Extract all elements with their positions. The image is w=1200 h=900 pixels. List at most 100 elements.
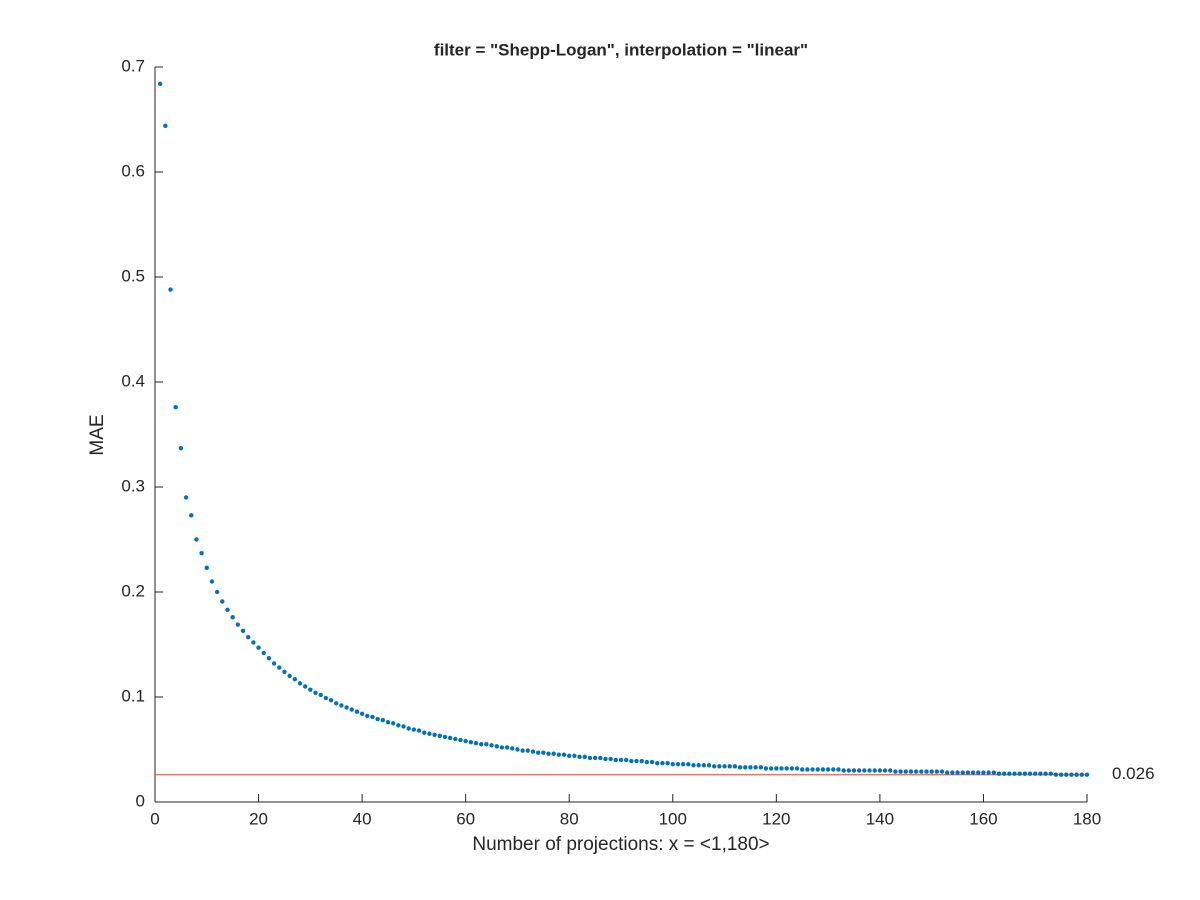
data-point xyxy=(499,745,505,750)
data-point xyxy=(1084,772,1090,777)
data-point xyxy=(271,661,277,666)
data-point xyxy=(800,767,805,772)
data-point xyxy=(256,645,261,650)
data-point xyxy=(365,713,370,719)
y-tick-label: 0.7 xyxy=(121,56,145,75)
y-tick-label: 0.5 xyxy=(121,266,145,285)
data-point xyxy=(1007,771,1012,776)
data-point xyxy=(986,770,991,775)
data-point xyxy=(618,757,624,763)
data-point xyxy=(235,622,241,627)
data-point xyxy=(385,720,391,725)
data-point xyxy=(903,769,908,774)
data-point xyxy=(572,753,577,758)
data-point xyxy=(520,748,525,753)
data-point xyxy=(970,770,976,775)
y-tick-label: 0.3 xyxy=(121,476,145,495)
data-point xyxy=(717,764,722,769)
data-point xyxy=(287,673,292,679)
y-tick-label: 0.6 xyxy=(121,161,145,180)
data-point xyxy=(344,705,349,710)
data-point xyxy=(1027,771,1033,776)
data-point xyxy=(815,767,820,772)
data-point xyxy=(479,742,484,747)
data-point xyxy=(525,748,530,753)
data-point xyxy=(1001,771,1007,776)
data-point xyxy=(556,752,562,757)
data-point xyxy=(334,701,339,706)
data-point xyxy=(515,747,520,752)
y-tick-label: 0.2 xyxy=(121,581,145,600)
y-tick-label: 0.1 xyxy=(121,686,145,705)
data-point xyxy=(965,770,971,775)
data-point xyxy=(623,757,629,763)
data-point xyxy=(251,640,256,645)
data-point xyxy=(318,692,323,698)
data-point xyxy=(831,767,836,772)
data-point xyxy=(214,589,220,595)
data-point xyxy=(867,768,872,773)
data-point xyxy=(453,736,458,742)
data-point xyxy=(313,690,318,695)
data-point xyxy=(996,771,1002,776)
data-point xyxy=(416,728,422,733)
reference-label: 0.026 xyxy=(1112,764,1155,783)
data-point xyxy=(794,766,800,771)
data-point xyxy=(442,734,448,740)
data-point xyxy=(862,768,867,773)
x-tick-label: 0 xyxy=(150,809,159,828)
data-point xyxy=(282,669,287,674)
data-point xyxy=(608,756,613,762)
data-point xyxy=(168,287,173,292)
data-point xyxy=(846,768,852,773)
data-point xyxy=(220,599,225,604)
data-point xyxy=(598,755,603,761)
data-point xyxy=(872,768,877,773)
data-point xyxy=(173,405,178,410)
data-point xyxy=(587,755,593,761)
data-point xyxy=(266,655,272,661)
data-point xyxy=(349,707,354,712)
data-point xyxy=(1012,771,1017,776)
data-point xyxy=(530,749,536,754)
data-point xyxy=(489,743,494,748)
data-point xyxy=(422,730,427,735)
data-point xyxy=(913,769,919,774)
data-point xyxy=(468,739,474,745)
data-point xyxy=(1074,772,1079,777)
data-point xyxy=(981,770,986,775)
data-point xyxy=(494,744,499,749)
data-point xyxy=(504,745,510,750)
data-point xyxy=(960,770,965,775)
data-point xyxy=(1064,772,1069,777)
data-point xyxy=(447,735,453,741)
data-point xyxy=(577,754,582,760)
data-point xyxy=(613,757,619,763)
data-point xyxy=(411,727,417,732)
data-point xyxy=(737,765,743,770)
data-point xyxy=(359,711,365,716)
data-point xyxy=(639,758,644,764)
data-point xyxy=(727,764,732,769)
data-point xyxy=(339,703,344,708)
data-point xyxy=(774,766,779,771)
data-point xyxy=(939,769,945,774)
x-tick-label: 140 xyxy=(866,809,894,828)
data-point xyxy=(375,716,380,722)
data-point xyxy=(473,741,479,746)
data-point xyxy=(758,765,763,770)
data-point xyxy=(370,714,375,720)
data-point xyxy=(178,445,184,451)
data-point xyxy=(432,732,437,737)
data-point xyxy=(1058,772,1064,777)
data-point xyxy=(882,768,888,773)
data-point xyxy=(929,769,934,774)
x-tick-label: 160 xyxy=(969,809,997,828)
data-point xyxy=(225,607,230,613)
data-point xyxy=(1038,771,1043,776)
data-point xyxy=(768,766,774,771)
data-point xyxy=(561,752,567,757)
data-point xyxy=(856,768,862,773)
data-point xyxy=(302,684,308,689)
data-point xyxy=(406,726,411,731)
